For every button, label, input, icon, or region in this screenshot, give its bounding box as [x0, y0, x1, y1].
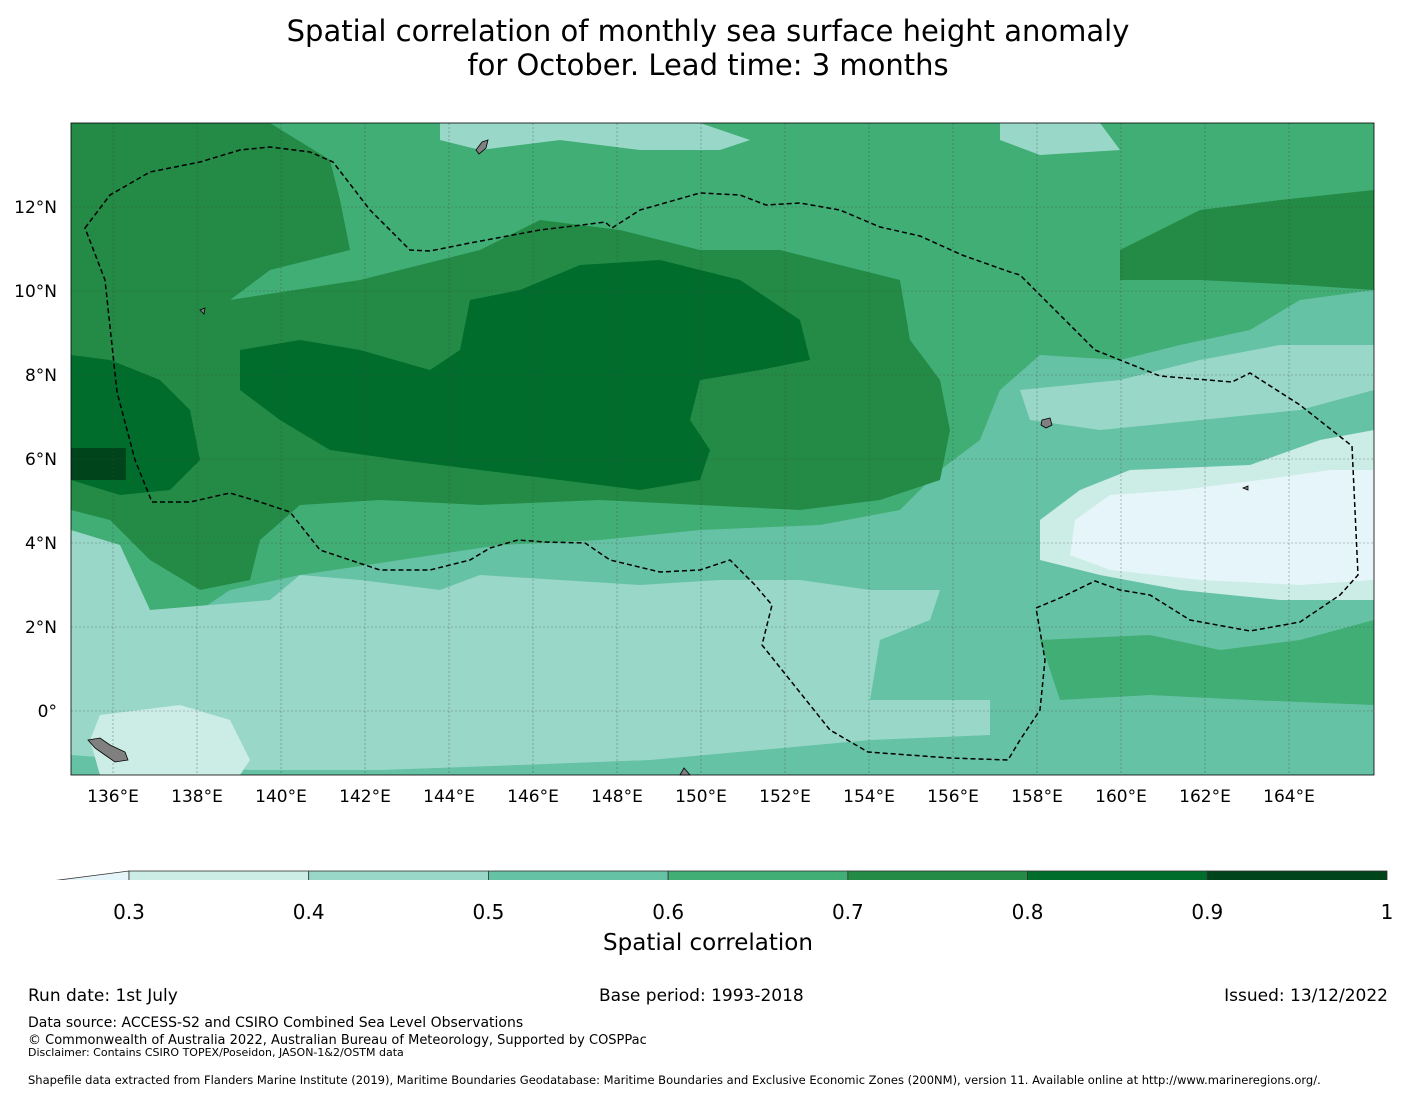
colorbar-tick-label: 0.6: [652, 900, 685, 924]
copyright: © Commonwealth of Australia 2022, Austra…: [28, 1033, 647, 1048]
lat-axis-labels: 12°N 10°N 8°N 6°N 4°N 2°N 0°: [14, 198, 57, 722]
lat-tick-label: 2°N: [25, 618, 57, 638]
colorbar-segment: [1027, 870, 1208, 880]
colorbar-tick-label: 0.4: [292, 900, 325, 924]
base-period: Base period: 1993-2018: [599, 986, 804, 1006]
lon-tick-label: 146°E: [507, 787, 559, 807]
colorbar-tick-label: 1: [1380, 900, 1394, 924]
colorbar-segment: [308, 870, 489, 880]
land-mass: [475, 139, 489, 155]
correlation-map: 136°E 138°E 140°E 142°E 144°E 146°E 148°E 150°E…: [14, 122, 1388, 880]
field-band-0.3-southwest: [90, 705, 250, 775]
lon-axis-labels: 136°E 138°E 140°E 142°E 144°E 146°E 148°E 150°E…: [87, 787, 1315, 807]
disclaimer: Disclaimer: Contains CSIRO TOPEX/Poseido…: [28, 1046, 404, 1059]
lon-tick-label: 156°E: [927, 787, 979, 807]
lat-tick-label: 0°: [38, 702, 57, 722]
field-patch-0.7-east: [1120, 190, 1374, 290]
colorbar-segment: [847, 870, 1028, 880]
lon-tick-label: 142°E: [339, 787, 391, 807]
colorbar-extend-min: [55, 870, 130, 880]
lat-tick-label: 10°N: [14, 282, 57, 302]
title-line-1: Spatial correlation of monthly sea surfa…: [286, 14, 1130, 48]
lon-tick-label: 160°E: [1095, 787, 1147, 807]
colorbar-tick-label: 0.9: [1191, 900, 1224, 924]
field-band-0.4-north: [440, 123, 1374, 430]
colorbar-segment: [667, 870, 849, 880]
lon-tick-label: 140°E: [255, 787, 307, 807]
colorbar-tick-label: 0.7: [831, 900, 864, 924]
map-field: [71, 123, 1374, 775]
data-source: Data source: ACCESS-S2 and CSIRO Combine…: [28, 1015, 524, 1031]
eez-boundary-west: [84, 146, 1359, 761]
field-patch-0.6-east: [1040, 620, 1374, 705]
land-mass: [1040, 417, 1053, 429]
colorbar-tick-label: 0.5: [472, 900, 505, 924]
colorbar-tick-label: 0.3: [113, 900, 145, 924]
issued-date: Issued: 13/12/2022: [1224, 986, 1388, 1006]
eez-boundaries: [84, 146, 1359, 761]
lon-tick-label: 154°E: [843, 787, 895, 807]
lat-tick-label: 4°N: [25, 534, 57, 554]
lat-tick-label: 8°N: [25, 366, 57, 386]
land-mass: [199, 307, 206, 315]
lon-tick-label: 158°E: [1011, 787, 1063, 807]
lon-tick-label: 144°E: [423, 787, 475, 807]
colorbar-segment: [488, 870, 669, 880]
colorbar-tick-label: 0.8: [1011, 900, 1044, 924]
lon-tick-label: 136°E: [87, 787, 139, 807]
lon-tick-label: 164°E: [1263, 787, 1315, 807]
lon-tick-label: 150°E: [675, 787, 727, 807]
field-band-lt0.3-east: [1070, 470, 1374, 585]
lon-tick-label: 148°E: [591, 787, 643, 807]
colorbar-segment: [128, 870, 310, 880]
lat-tick-label: 6°N: [25, 450, 57, 470]
field-patch-0.9: [71, 448, 126, 480]
run-date: Run date: 1st July: [28, 986, 178, 1006]
colorbar: [55, 870, 1388, 880]
field-band-0.4-south: [71, 530, 990, 770]
shapefile-credit: Shapefile data extracted from Flanders M…: [28, 1073, 1321, 1087]
land-mass: [87, 737, 129, 763]
map-title: Spatial correlation of monthly sea surfa…: [0, 14, 1416, 82]
colorbar-segment: [1206, 870, 1388, 880]
land-mass: [1241, 485, 1249, 491]
map-frame: [70, 122, 1375, 776]
colorbar-label: Spatial correlation: [603, 930, 813, 956]
land-masses: [87, 139, 1249, 776]
lon-tick-label: 152°E: [759, 787, 811, 807]
lat-tick-label: 12°N: [14, 198, 57, 218]
lon-tick-label: 138°E: [171, 787, 223, 807]
lon-tick-label: 162°E: [1179, 787, 1231, 807]
gridlines: [71, 123, 1374, 775]
title-line-2: for October. Lead time: 3 months: [467, 48, 949, 82]
